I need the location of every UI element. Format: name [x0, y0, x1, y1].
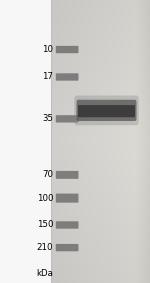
Text: kDa: kDa — [36, 269, 53, 278]
Text: 70: 70 — [42, 170, 53, 179]
FancyBboxPatch shape — [56, 194, 78, 203]
FancyBboxPatch shape — [56, 73, 78, 81]
Text: 210: 210 — [37, 243, 53, 252]
FancyBboxPatch shape — [56, 115, 78, 123]
FancyBboxPatch shape — [78, 105, 135, 117]
Text: 10: 10 — [42, 45, 53, 54]
FancyBboxPatch shape — [76, 100, 136, 121]
Text: 35: 35 — [42, 114, 53, 123]
FancyBboxPatch shape — [56, 221, 78, 229]
Text: 150: 150 — [37, 220, 53, 230]
FancyBboxPatch shape — [74, 96, 139, 125]
FancyBboxPatch shape — [56, 46, 78, 53]
FancyBboxPatch shape — [56, 244, 78, 251]
Text: 100: 100 — [37, 194, 53, 203]
Text: 17: 17 — [42, 72, 53, 82]
FancyBboxPatch shape — [56, 171, 78, 179]
